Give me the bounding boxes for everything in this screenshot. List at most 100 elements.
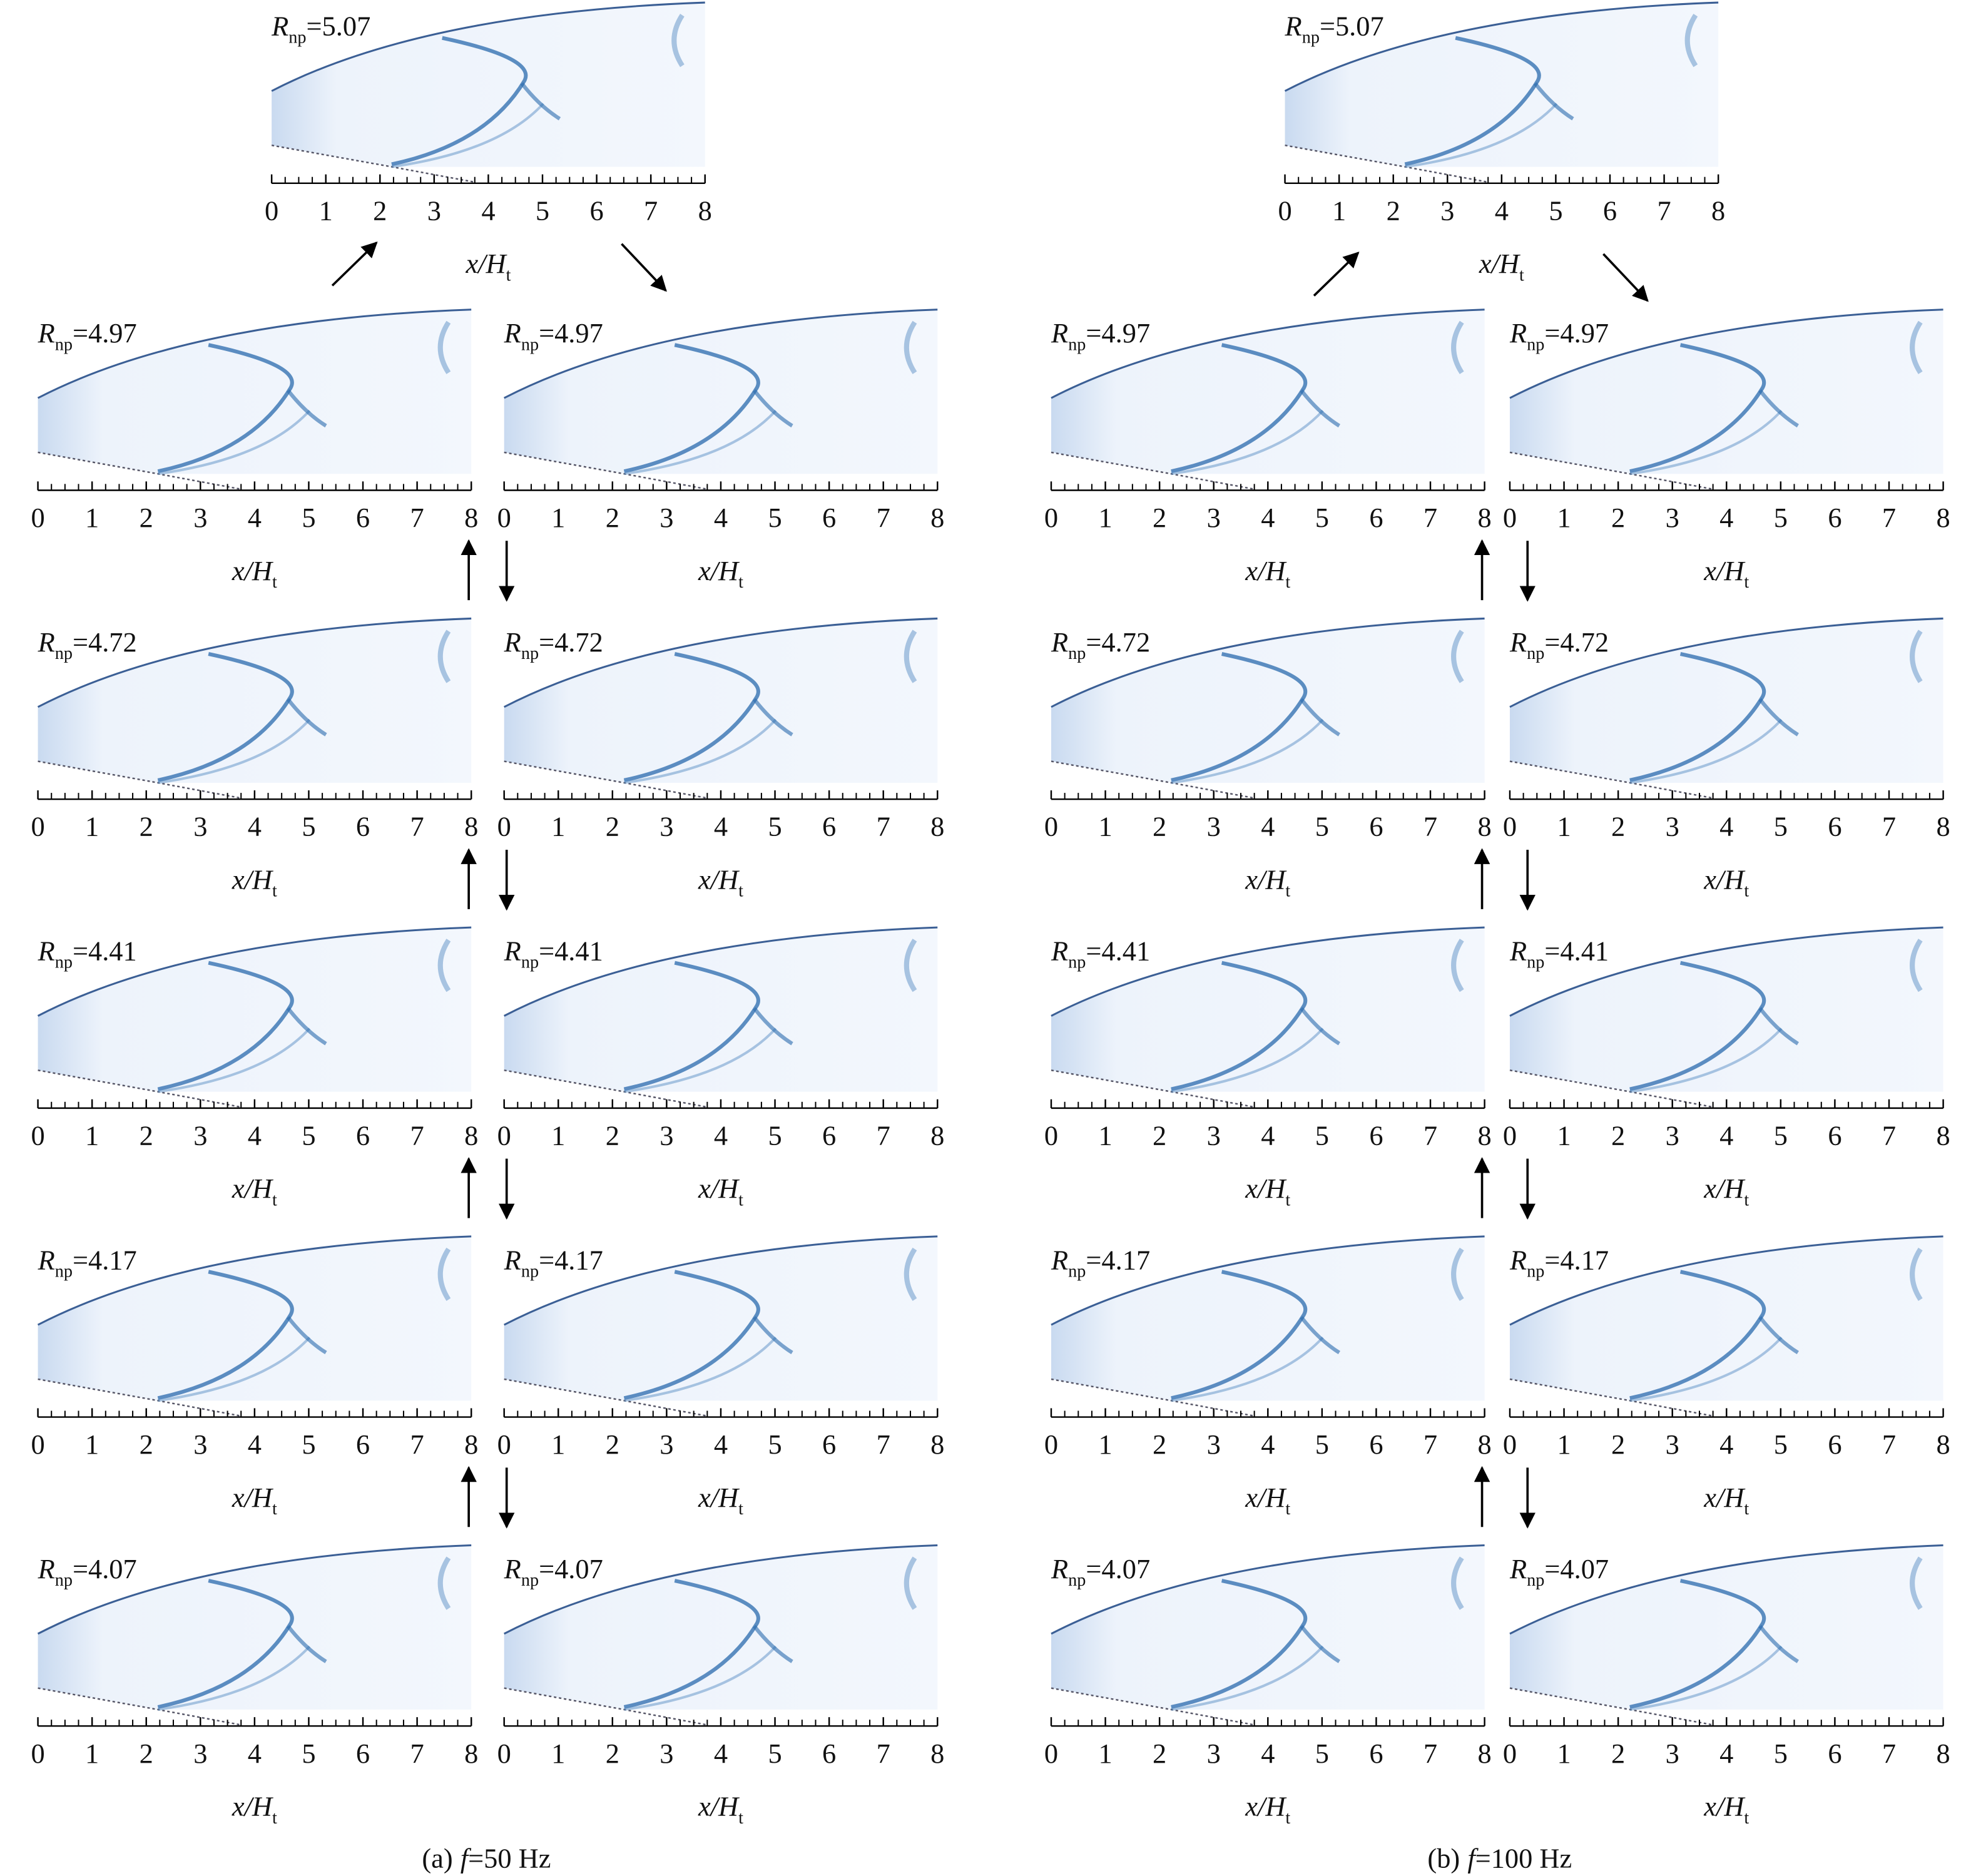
value: =4.07 — [539, 1553, 603, 1584]
exit-shock — [1451, 320, 1464, 374]
tick-label: 7 — [1882, 811, 1896, 842]
symbol: R — [1051, 1244, 1068, 1275]
subscript: t — [1744, 1190, 1749, 1210]
rnp-label: Rnp=4.97 — [1051, 317, 1150, 354]
symbol: x/H — [1245, 555, 1287, 586]
shock-leg — [286, 698, 327, 737]
upper-wall — [271, 1, 705, 92]
exit-shock — [437, 1247, 451, 1302]
tick-label: 1 — [1332, 195, 1346, 226]
tick-label: 3 — [660, 811, 673, 842]
subscript: t — [272, 1808, 277, 1828]
subscript: np — [55, 953, 73, 972]
shock — [158, 1337, 311, 1402]
symbol: R — [38, 1244, 55, 1275]
exit-shock — [1910, 320, 1923, 374]
tick-label: 3 — [427, 195, 441, 226]
tick-label: 6 — [1828, 1738, 1841, 1769]
tick-label: 3 — [660, 1738, 673, 1769]
panel: 0 1 2 3 4 5 6 7 8 — [1044, 617, 1492, 842]
tick-label: 8 — [1936, 1119, 1950, 1151]
value: =5.07 — [307, 11, 371, 42]
value: =4.17 — [1086, 1244, 1150, 1275]
shock — [158, 409, 311, 476]
tick-label: 2 — [1611, 811, 1625, 842]
tick-label: 6 — [356, 811, 370, 842]
tick-label: 6 — [1828, 502, 1841, 533]
subscript: np — [55, 644, 73, 663]
upper-wall — [37, 926, 472, 1017]
tick-label: 8 — [930, 1119, 944, 1151]
exit-shock — [1910, 1247, 1923, 1302]
symbol: x/H — [1703, 1482, 1746, 1513]
upper-wall — [37, 617, 472, 708]
value: =4.72 — [539, 626, 603, 658]
tick-label: 8 — [1477, 502, 1491, 533]
symbol: R — [38, 626, 55, 658]
subscript: t — [738, 1499, 743, 1519]
subscript: t — [1285, 573, 1290, 592]
tick-label: 1 — [319, 195, 333, 226]
tick-label: 8 — [1936, 811, 1950, 842]
shock-leg — [753, 389, 793, 428]
symbol: R — [1051, 317, 1068, 349]
tick-label: 3 — [1207, 502, 1221, 533]
tick-label: 1 — [551, 1738, 565, 1769]
subscript: t — [738, 882, 743, 901]
subscript: np — [1527, 953, 1544, 972]
symbol: R — [504, 935, 521, 967]
tick-label: 1 — [1557, 1119, 1571, 1151]
rnp-label: Rnp=4.17 — [504, 1244, 603, 1281]
tick-label: 4 — [1261, 1119, 1275, 1151]
shock-leg — [1758, 698, 1799, 737]
symbol: R — [38, 1553, 55, 1584]
subscript: np — [521, 644, 539, 663]
subscript: t — [738, 573, 743, 592]
value: =4.07 — [73, 1553, 137, 1584]
symbol: R — [1285, 11, 1302, 42]
tick-label: 1 — [85, 1738, 99, 1769]
tick-label: 7 — [410, 1429, 424, 1460]
rnp-label: Rnp=4.41 — [1509, 935, 1609, 972]
panel: 0 1 2 3 4 5 6 7 8 — [497, 1235, 944, 1460]
subscript: np — [288, 28, 306, 48]
shock — [1405, 103, 1558, 168]
x-axis-label: x/Ht — [1703, 1173, 1749, 1210]
tick-label: 3 — [660, 1429, 673, 1460]
rnp-label: Rnp=4.97 — [504, 317, 603, 354]
subscript: t — [272, 573, 277, 592]
tick-label: 5 — [768, 1738, 782, 1769]
tick-label: 8 — [1477, 811, 1491, 842]
tick-label: 8 — [930, 1429, 944, 1460]
tick-label: 6 — [1369, 1738, 1383, 1769]
tick-label: 3 — [1207, 1738, 1221, 1769]
tick-label: 6 — [1369, 811, 1383, 842]
tick-label: 7 — [1882, 1429, 1896, 1460]
tick-label: 5 — [768, 811, 782, 842]
upper-wall — [503, 926, 938, 1017]
symbol: x/H — [1703, 1173, 1746, 1204]
tick-label: 6 — [356, 1119, 370, 1151]
rnp-label: Rnp=4.41 — [38, 935, 137, 972]
shock-leg — [753, 1624, 793, 1663]
tick-label: 8 — [1477, 1429, 1491, 1460]
x-axis-label: x/Ht — [232, 1791, 277, 1828]
tick-label: 8 — [1711, 195, 1725, 226]
panel: 0 1 2 3 4 5 6 7 8 — [1503, 1544, 1950, 1769]
tick-label: 6 — [356, 1429, 370, 1460]
symbol: x/H — [698, 1173, 740, 1204]
shock-leg — [1758, 1316, 1799, 1355]
subscript: np — [521, 335, 539, 354]
tick-label: 0 — [1044, 1738, 1058, 1769]
flow-field — [1509, 1545, 1943, 1710]
tick-label: 1 — [85, 1119, 99, 1151]
panel: 0 1 2 3 4 5 6 7 8 — [1503, 926, 1950, 1151]
subscript: t — [272, 1499, 277, 1519]
tick-label: 5 — [302, 1119, 315, 1151]
tick-label: 8 — [698, 195, 712, 226]
x-axis-label: x/Ht — [1703, 1482, 1749, 1519]
rnp-label: Rnp=4.41 — [504, 935, 603, 972]
flow-field — [1051, 618, 1485, 783]
tick-label: 2 — [1153, 811, 1166, 842]
value: =4.07 — [1086, 1553, 1150, 1584]
